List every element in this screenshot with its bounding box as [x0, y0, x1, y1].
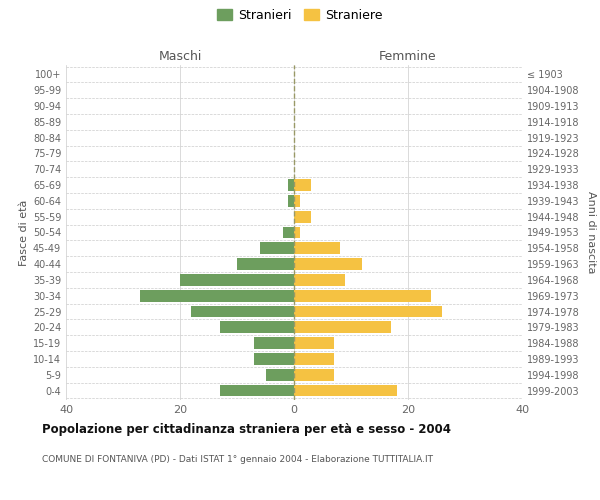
- Bar: [191, 306, 294, 318]
- Bar: [294, 384, 397, 396]
- Bar: [237, 258, 294, 270]
- Text: Popolazione per cittadinanza straniera per età e sesso - 2004: Popolazione per cittadinanza straniera p…: [42, 422, 451, 436]
- Bar: [294, 369, 334, 380]
- Bar: [294, 306, 442, 318]
- Bar: [294, 242, 340, 254]
- Bar: [140, 290, 294, 302]
- Text: Femmine: Femmine: [379, 50, 437, 64]
- Bar: [294, 322, 391, 333]
- Bar: [294, 195, 300, 207]
- Y-axis label: Anni di nascita: Anni di nascita: [586, 191, 596, 274]
- Bar: [294, 290, 431, 302]
- Text: Maschi: Maschi: [158, 50, 202, 64]
- Bar: [294, 211, 311, 222]
- Bar: [294, 337, 334, 349]
- Bar: [220, 384, 294, 396]
- Bar: [220, 322, 294, 333]
- Bar: [254, 353, 294, 365]
- Bar: [283, 226, 294, 238]
- Bar: [180, 274, 294, 286]
- Bar: [294, 258, 362, 270]
- Y-axis label: Fasce di età: Fasce di età: [19, 200, 29, 266]
- Bar: [294, 226, 300, 238]
- Bar: [254, 337, 294, 349]
- Legend: Stranieri, Straniere: Stranieri, Straniere: [215, 6, 386, 24]
- Bar: [265, 369, 294, 380]
- Bar: [294, 353, 334, 365]
- Text: COMUNE DI FONTANIVA (PD) - Dati ISTAT 1° gennaio 2004 - Elaborazione TUTTITALIA.: COMUNE DI FONTANIVA (PD) - Dati ISTAT 1°…: [42, 455, 433, 464]
- Bar: [289, 179, 294, 191]
- Bar: [294, 274, 346, 286]
- Bar: [294, 179, 311, 191]
- Bar: [289, 195, 294, 207]
- Bar: [260, 242, 294, 254]
